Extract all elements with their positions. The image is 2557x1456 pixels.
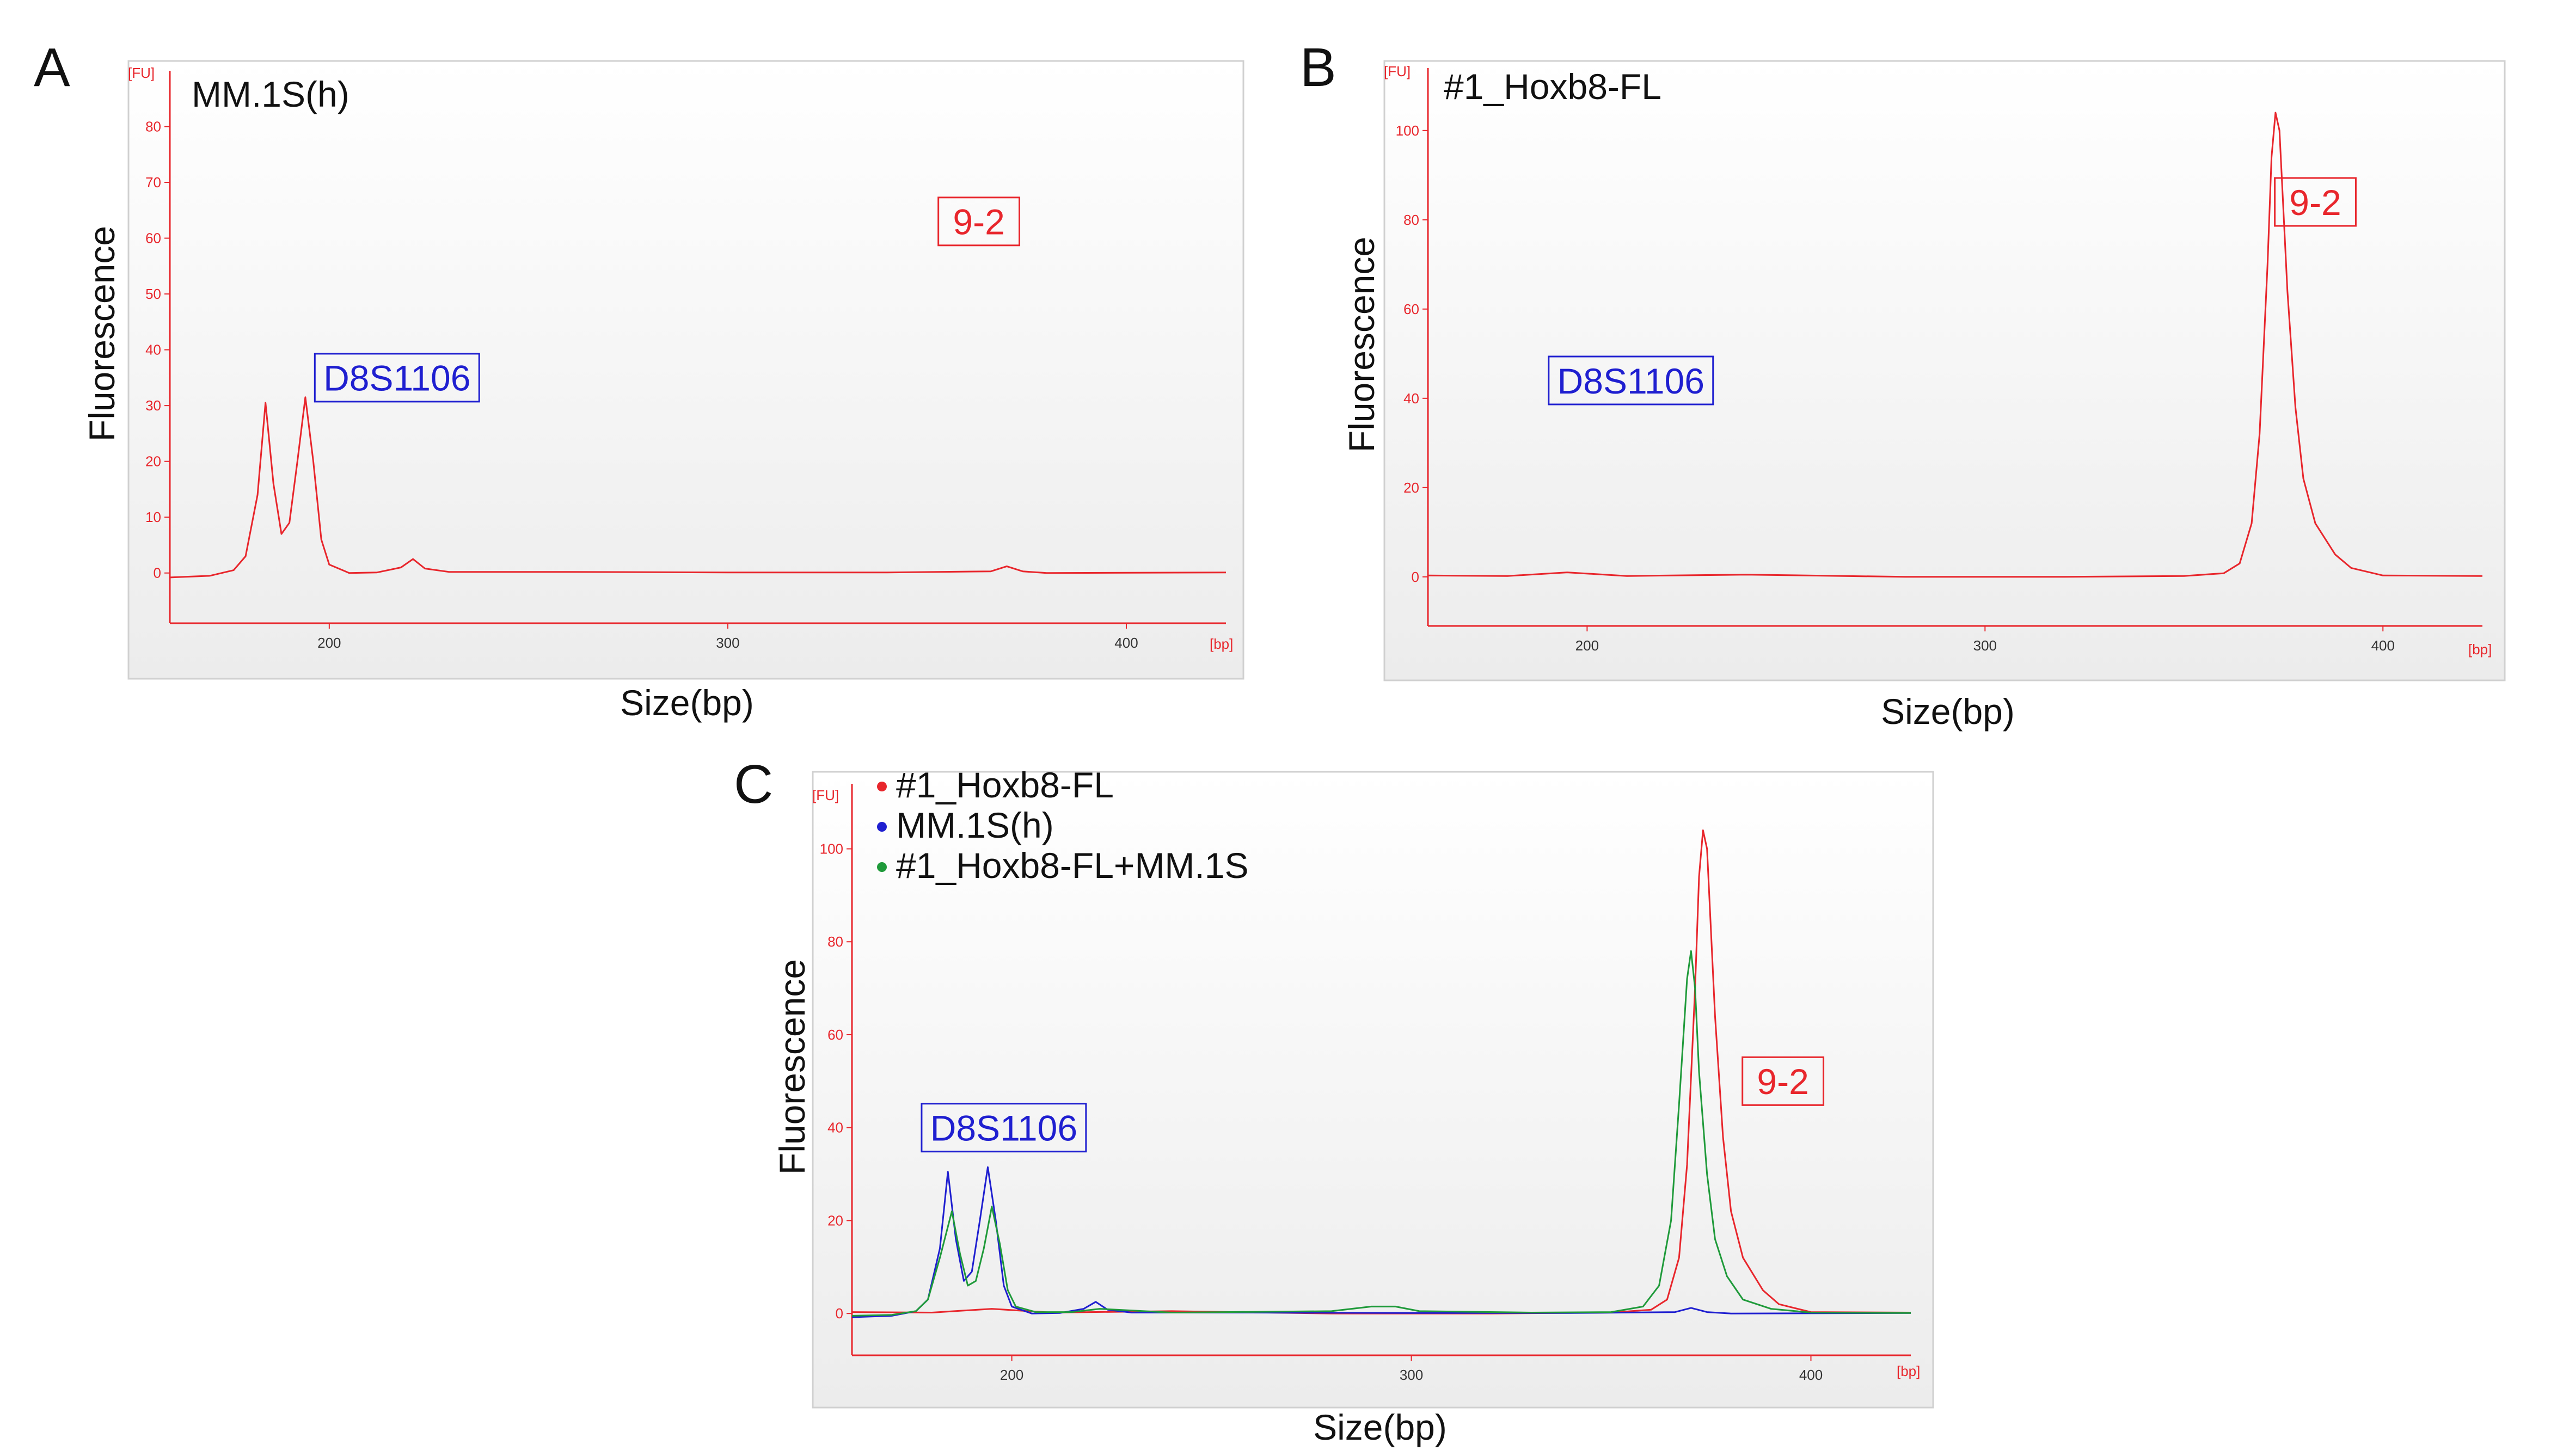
panel-a: A MM.1S(h) Fluorescence Size(bp) [FU] [b… (34, 37, 1244, 723)
panel-a-annotation-box (937, 196, 1021, 247)
panel-a-annotation-box (314, 353, 480, 403)
panel-a-y-tick-label: 0 (154, 565, 161, 581)
panel-c-x-tick-label: 400 (1799, 1367, 1823, 1383)
panel-a-title: MM.1S(h) (192, 74, 349, 114)
panel-a-series-mm-1s-h- (169, 396, 1227, 579)
panel-a-y-tick-label: 80 (145, 119, 161, 135)
panel-b-y-axis-label: Fluorescence (1341, 237, 1382, 452)
panel-b-title: #1_Hoxb8-FL (1444, 66, 1661, 107)
panel-c-annotation-box (1742, 1056, 1825, 1106)
panel-c: C Fluorescence Size(bp) [FU] [bp] 0 20 40 6… (734, 754, 1934, 1447)
panel-b-annotation-d8s1106: D8S1106 (1557, 361, 1704, 401)
panel-a-y-unit: [FU] (128, 65, 155, 81)
panel-c-annotations: D8S1106 9-2 (921, 1056, 1825, 1153)
panel-a-background (127, 60, 1244, 680)
panel-b-ticks: 0 20 40 60 80 100 200 300 400 (1396, 122, 2395, 654)
panel-a-series (169, 396, 1227, 579)
panel-b-y-tick-label: 100 (1396, 122, 1419, 139)
panel-b-annotation-box (2274, 177, 2357, 227)
panel-a-y-tick-label: 70 (145, 174, 161, 191)
panel-c-x-tick-label: 300 (1400, 1367, 1423, 1383)
panel-b-y-tick-label: 80 (1403, 212, 1419, 228)
panel-b-x-tick-label: 400 (2371, 637, 2395, 654)
panel-letter-b: B (1300, 37, 1336, 98)
panel-a-y-tick-label: 20 (145, 453, 161, 470)
panel-c-y-tick-label: 100 (820, 841, 843, 857)
panel-c-legend-item: #1_Hoxb8-FL (896, 765, 1114, 805)
panel-b-x-unit: [bp] (2468, 641, 2492, 658)
panel-a-x-unit: [bp] (1210, 636, 1233, 652)
panel-a-x-tick-label: 400 (1114, 635, 1138, 651)
panel-a-x-tick-label: 300 (716, 635, 739, 651)
panel-c-series--1-hoxb8-fl-mm-1s (851, 950, 1911, 1317)
panel-b-annotation-9-2: 9-2 (2289, 182, 2341, 223)
panel-c-x-unit: [bp] (1897, 1363, 1920, 1379)
panel-b-axes (1427, 68, 2482, 627)
panel-letter-a: A (34, 37, 70, 98)
panel-a-annotation-9-2: 9-2 (953, 202, 1004, 242)
panel-c-legend-item: #1_Hoxb8-FL+MM.1S (896, 845, 1248, 886)
panel-c-x-axis-label: Size(bp) (1313, 1407, 1447, 1447)
panel-c-background (812, 771, 1934, 1409)
panel-c-annotation-box (921, 1103, 1087, 1153)
panel-b-series (1427, 112, 2483, 578)
panel-b-x-tick-label: 300 (1973, 637, 1997, 654)
panel-c-legend-marker (877, 862, 887, 872)
panel-a-y-axis-label: Fluorescence (82, 226, 122, 441)
panel-a-ticks: 0 10 20 30 40 50 60 70 80 200 300 400 (145, 119, 1138, 651)
panel-c-series-mm-1s-h- (851, 1166, 1911, 1318)
panel-c-legend-marker (877, 822, 887, 832)
panel-c-y-tick-label: 60 (827, 1027, 843, 1043)
panel-b-y-tick-label: 60 (1403, 301, 1419, 317)
panel-c-x-tick-label: 200 (1000, 1367, 1023, 1383)
panel-c-axes (851, 784, 1911, 1356)
panel-b-x-axis-label: Size(bp) (1881, 691, 2015, 732)
panel-a-y-tick-label: 40 (145, 342, 161, 358)
panel-b: B #1_Hoxb8-FL Fluorescence Size(bp) [FU]… (1300, 37, 2506, 732)
panel-a-annotations: D8S1106 9-2 (314, 196, 1021, 403)
panel-b-series--1-hoxb8-fl (1427, 112, 2483, 578)
panel-c-legend-marker (877, 782, 887, 791)
panel-c-y-tick-label: 80 (827, 933, 843, 950)
panel-b-y-tick-label: 40 (1403, 390, 1419, 407)
panel-a-x-axis-label: Size(bp) (620, 683, 754, 723)
panel-c-annotation-d8s1106: D8S1106 (930, 1108, 1077, 1148)
panel-c-y-unit: [FU] (812, 787, 839, 803)
panel-b-y-tick-label: 0 (1412, 569, 1419, 585)
panel-b-annotations: D8S1106 9-2 (1548, 177, 2357, 406)
panel-b-y-tick-label: 20 (1403, 480, 1419, 496)
panel-b-x-tick-label: 200 (1575, 637, 1599, 654)
panel-b-y-unit: [FU] (1384, 63, 1411, 79)
panel-c-legend-item: MM.1S(h) (896, 805, 1054, 845)
panel-a-y-tick-label: 50 (145, 286, 161, 302)
panel-c-y-tick-label: 20 (827, 1212, 843, 1228)
panel-c-ticks: 0 20 40 60 80 100 200 300 400 (820, 841, 1823, 1383)
panel-c-y-tick-label: 40 (827, 1120, 843, 1136)
panel-a-x-tick-label: 200 (317, 635, 341, 651)
panel-b-annotation-box (1548, 355, 1714, 406)
panel-a-y-tick-label: 30 (145, 397, 161, 414)
panel-c-annotation-9-2: 9-2 (1757, 1061, 1808, 1102)
panel-c-y-axis-label: Fluorescence (772, 959, 812, 1175)
panel-b-background (1383, 60, 2506, 681)
panel-a-y-tick-label: 60 (145, 230, 161, 247)
panel-a-annotation-d8s1106: D8S1106 (323, 358, 470, 398)
panel-a-axes (169, 71, 1226, 624)
panel-a-y-tick-label: 10 (145, 509, 161, 525)
panel-c-series (851, 829, 1911, 1318)
panel-c-y-tick-label: 0 (836, 1305, 843, 1322)
panel-letter-c: C (734, 754, 773, 815)
